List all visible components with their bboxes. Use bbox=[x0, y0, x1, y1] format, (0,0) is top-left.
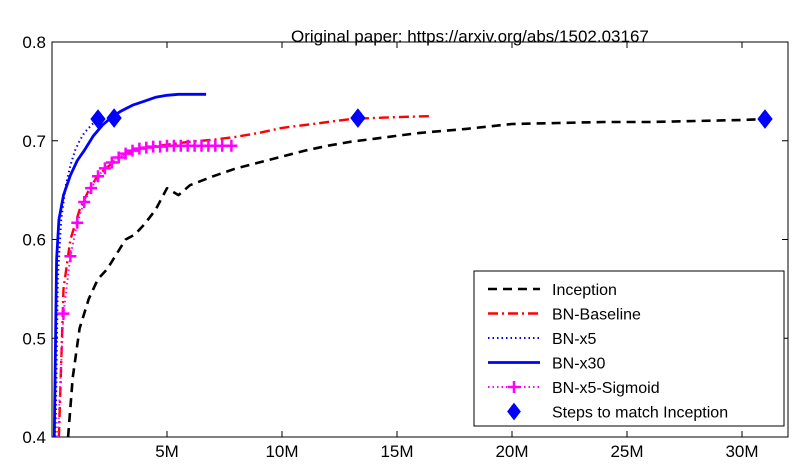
legend-box bbox=[473, 270, 785, 427]
bn-x5-sigmoid-point bbox=[225, 139, 238, 152]
legend-label-bn-x5-sigmoid: BN-x5-Sigmoid bbox=[552, 380, 660, 397]
legend-label-steps-to-match-inception: Steps to match Inception bbox=[552, 405, 728, 422]
steps-to-match-inception-marker bbox=[106, 108, 122, 128]
steps-to-match-inception-marker bbox=[350, 108, 366, 128]
legend-item-steps-to-match-inception: Steps to match Inception bbox=[507, 402, 728, 422]
legend-item-bn-x5-sigmoid: BN-x5-Sigmoid bbox=[488, 380, 660, 397]
legend-swatch-steps-to-match-inception bbox=[507, 402, 521, 421]
legend-item-bn-x5: BN-x5 bbox=[488, 331, 597, 348]
y-tick-label: 0.7 bbox=[22, 132, 46, 151]
legend-item-bn-baseline: BN-Baseline bbox=[488, 307, 641, 324]
y-tick-label: 0.6 bbox=[22, 231, 46, 250]
inception-line bbox=[66, 117, 766, 437]
legend-item-inception: Inception bbox=[488, 282, 617, 299]
y-axis: 0.4 0.5 0.6 0.7 0.8 bbox=[22, 33, 788, 447]
bn-x30-line bbox=[52, 92, 207, 437]
x-axis: 5M 10M 15M 20M 25M 30M bbox=[155, 42, 759, 461]
bn-x5-sigmoid-point bbox=[92, 170, 104, 183]
bn-x5-sigmoid-point bbox=[71, 216, 84, 229]
series-layer bbox=[52, 92, 766, 437]
bn-x5-sigmoid-point bbox=[64, 250, 77, 263]
x-tick-label: 20M bbox=[495, 442, 528, 461]
bn-x5-line bbox=[54, 117, 101, 437]
legend: Inception BN-Baseline BN-x5 BN-x30 BN-x5-Sig… bbox=[473, 270, 785, 427]
legend-label-bn-x30: BN-x30 bbox=[552, 356, 605, 373]
bn-x5-sigmoid-point bbox=[105, 156, 118, 169]
x-tick-label: 15M bbox=[380, 442, 413, 461]
y-tick-label: 0.8 bbox=[22, 33, 46, 52]
source-annotation: Original paper: https://arxiv.org/abs/15… bbox=[291, 27, 649, 46]
bn-x5-sigmoid-point bbox=[85, 182, 98, 195]
bn-x5-sigmoid-point bbox=[78, 195, 91, 208]
bn-x5-sigmoid-point bbox=[57, 307, 70, 320]
y-tick-label: 0.4 bbox=[22, 428, 46, 447]
legend-label-inception: Inception bbox=[552, 282, 617, 299]
steps-to-match-inception-marker bbox=[90, 109, 106, 129]
marker-layer bbox=[90, 108, 773, 129]
bn-x5-sigmoid-point bbox=[98, 162, 111, 175]
bn-baseline-line bbox=[57, 114, 432, 437]
steps-to-match-inception-marker bbox=[757, 109, 773, 129]
y-tick-label: 0.5 bbox=[22, 329, 46, 348]
x-tick-label: 5M bbox=[155, 442, 179, 461]
x-tick-label: 10M bbox=[265, 442, 298, 461]
x-tick-label: 25M bbox=[610, 442, 643, 461]
legend-item-bn-x30: BN-x30 bbox=[488, 356, 605, 373]
legend-label-bn-baseline: BN-Baseline bbox=[552, 307, 641, 324]
legend-label-bn-x5: BN-x5 bbox=[552, 331, 597, 348]
x-tick-label: 30M bbox=[725, 442, 758, 461]
bn-x5-sigmoid-point bbox=[126, 144, 139, 157]
bn-x5-sigmoid-point bbox=[112, 151, 125, 164]
legend-swatch-marker bbox=[508, 381, 520, 393]
bn-x5-sigmoid-point bbox=[119, 147, 132, 160]
